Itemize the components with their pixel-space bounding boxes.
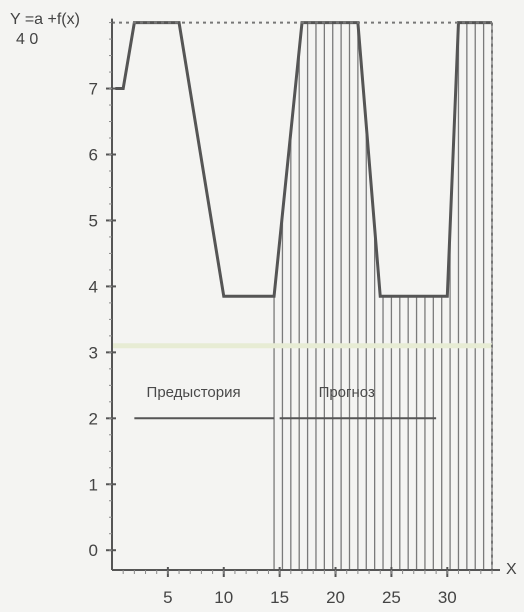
- y-tick-label: 5: [89, 211, 98, 230]
- x-tick-label: 15: [270, 588, 289, 607]
- axes: 0 1 2 3 4 5 6 7 5 10 15 20 25 30: [89, 18, 500, 607]
- y-tick-label: 7: [89, 80, 98, 99]
- y-axis-label: Y =a +f(x): [10, 11, 80, 28]
- x-tick-label: 20: [326, 588, 345, 607]
- x-tick-label: 30: [438, 588, 457, 607]
- y-axis-label-subscripts: 4 0: [16, 31, 38, 48]
- y-tick-label: 2: [89, 409, 98, 428]
- y-tick-label: 3: [89, 343, 98, 362]
- history-label: Предыстория: [147, 384, 241, 401]
- forecast-hatching: [273, 22, 493, 570]
- series-line: [115, 21, 492, 298]
- x-tick-label: 10: [214, 588, 233, 607]
- x-tick-label: 25: [382, 588, 401, 607]
- y-tick-label: 6: [89, 146, 98, 165]
- series-layer: [112, 21, 492, 349]
- y-tick-label: 1: [89, 475, 98, 494]
- y-tick-label: 0: [89, 541, 98, 560]
- annotations: Предыстория Прогноз: [134, 384, 437, 420]
- y-tick-label: 4: [89, 277, 98, 296]
- x-axis-label: X: [506, 561, 517, 578]
- x-tick-label: 5: [163, 588, 172, 607]
- forecast-label: Прогноз: [319, 384, 375, 401]
